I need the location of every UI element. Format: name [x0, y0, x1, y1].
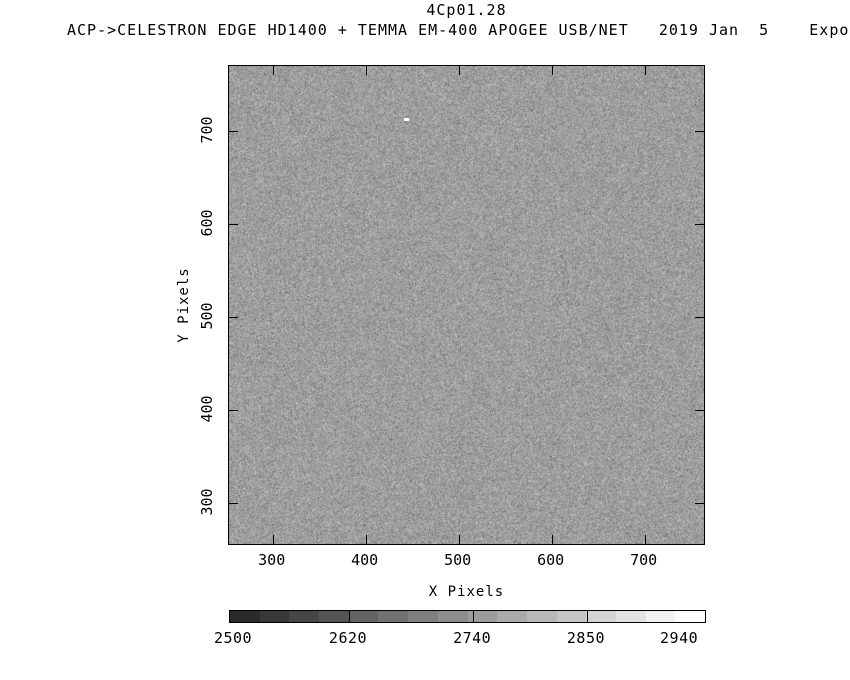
x-axis-tick [365, 535, 367, 544]
colorbar-step [615, 611, 646, 622]
colorbar-tick-label: 2620 [328, 629, 368, 647]
x-tick-label: 300 [258, 551, 286, 569]
y-axis-label: Y Pixels [176, 267, 192, 343]
y-tick-label: 500 [198, 302, 216, 330]
x-axis-tick [458, 66, 460, 75]
colorbar-tick-label: 2940 [660, 629, 699, 647]
x-axis-tick [272, 66, 274, 75]
y-axis-tick [695, 224, 704, 226]
colorbar-step [526, 611, 557, 622]
y-axis-tick [229, 410, 238, 412]
x-tick-label: 500 [444, 551, 472, 569]
colorbar-tick-label: 2850 [566, 629, 606, 647]
colorbar-step [408, 611, 438, 622]
y-tick-label: 400 [198, 395, 216, 423]
y-axis-tick [229, 224, 238, 226]
colorbar-step [467, 611, 498, 622]
x-axis-tick [365, 66, 367, 75]
x-axis-tick [458, 535, 460, 544]
colorbar-tick [348, 611, 350, 622]
x-axis-tick [644, 66, 646, 75]
ccd-noise-image [229, 66, 704, 544]
colorbar-tick [586, 611, 588, 622]
image-plot-frame [228, 65, 705, 545]
colorbar-step [497, 611, 527, 622]
y-axis-tick [229, 131, 238, 133]
colorbar-step [378, 611, 409, 622]
y-axis-tick [695, 503, 704, 505]
x-axis-tick [551, 535, 553, 544]
y-tick-label: 300 [198, 488, 216, 516]
colorbar-step [348, 611, 379, 622]
colorbar-step [556, 611, 587, 622]
colorbar-step [319, 611, 349, 622]
y-axis-tick [229, 317, 238, 319]
colorbar-step [437, 611, 468, 622]
cosmic-ray-speck [404, 118, 409, 121]
y-axis-tick [695, 131, 704, 133]
x-axis-tick [551, 66, 553, 75]
colorbar-tick [473, 611, 475, 622]
colorbar-step [259, 611, 290, 622]
colorbar-step [586, 611, 616, 622]
colorbar-step [645, 611, 676, 622]
x-tick-label: 400 [351, 551, 379, 569]
y-axis-tick [695, 410, 704, 412]
colorbar-step [675, 611, 705, 622]
plot-title: 4Cp01.28 [426, 1, 507, 19]
plot-subtitle: ACP->CELESTRON EDGE HD1400 + TEMMA EM-40… [67, 21, 850, 39]
y-axis-tick [695, 317, 704, 319]
x-axis-tick [272, 535, 274, 544]
colorbar-tick-label: 2500 [213, 629, 253, 647]
x-tick-label: 600 [537, 551, 565, 569]
colorbar-tick-label: 2740 [453, 629, 492, 647]
y-tick-label: 700 [198, 116, 216, 144]
y-tick-label: 600 [198, 209, 216, 237]
colorbar [229, 610, 706, 623]
y-axis-tick [229, 503, 238, 505]
colorbar-step [289, 611, 320, 622]
colorbar-step [230, 611, 260, 622]
x-axis-label: X Pixels [428, 584, 505, 600]
x-tick-label: 700 [630, 551, 658, 569]
x-axis-tick [644, 535, 646, 544]
